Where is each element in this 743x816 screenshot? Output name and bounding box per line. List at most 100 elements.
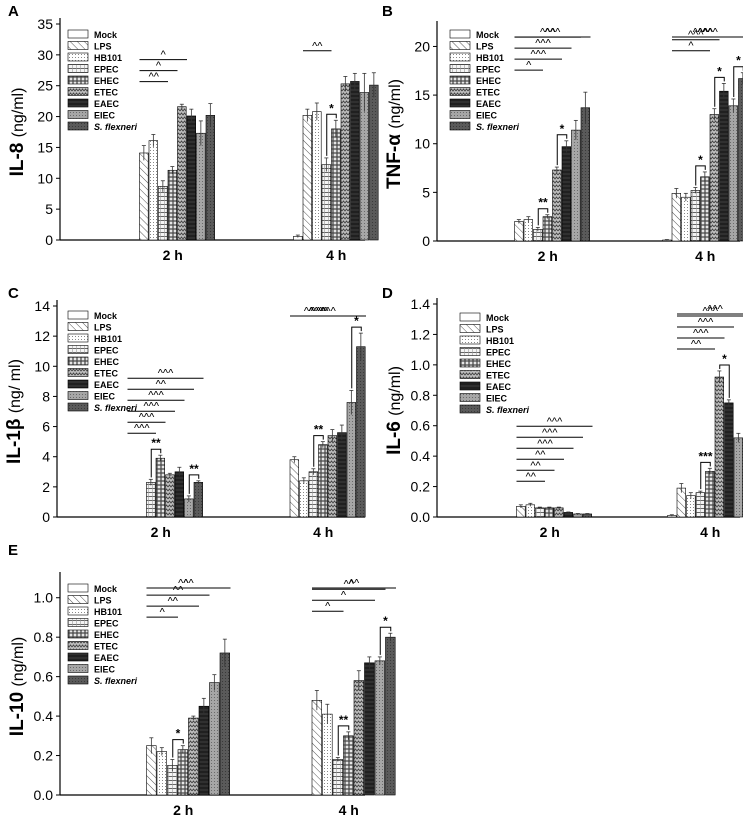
legend-label: HB101 — [94, 53, 122, 63]
legend-swatch — [67, 110, 89, 119]
significance-bracket — [326, 113, 337, 156]
significance-label: ^^ — [526, 471, 537, 483]
significance-bracket — [714, 76, 725, 107]
significance-label: ** — [151, 436, 161, 450]
bar-lps — [671, 193, 681, 242]
significance-bracket — [733, 66, 743, 97]
legend-label: S. flexneri — [94, 403, 138, 413]
legend-label: LPS — [94, 42, 112, 52]
legend-swatch — [67, 595, 89, 604]
significance-label: ^^^ — [547, 416, 563, 428]
x-tick-label: 4 h — [695, 248, 715, 264]
bar-lps — [516, 506, 526, 518]
legend-swatch — [67, 402, 89, 412]
significance-label: ** — [339, 713, 349, 727]
significance-label: ^^^ — [693, 327, 709, 339]
legend-label: Mock — [94, 311, 118, 321]
bar-hb101 — [156, 751, 167, 796]
bar-hb101 — [148, 140, 158, 241]
bar-etec — [709, 114, 719, 242]
legend-swatch — [67, 98, 89, 108]
significance-label: ^^^ — [698, 316, 714, 328]
bar-hb101 — [299, 480, 309, 518]
y-tick-label: 10 — [37, 170, 53, 186]
y-tick-label: 10 — [34, 358, 50, 374]
y-axis-label-unit: (ng/ml) — [10, 637, 27, 687]
y-tick-label: 10 — [414, 136, 430, 152]
x-tick-label: 4 h — [313, 524, 333, 540]
significance-label: * — [722, 352, 727, 366]
bar-etec — [552, 169, 562, 242]
legend-label: S. flexneri — [476, 122, 520, 132]
legend-label: EHEC — [94, 76, 120, 86]
legend-swatch — [67, 675, 89, 685]
legend-swatch — [67, 379, 89, 389]
legend-swatch — [67, 391, 89, 400]
significance-bracket — [695, 165, 706, 186]
legend-swatch — [449, 110, 471, 119]
bar-hb101 — [681, 196, 691, 242]
legend-label: LPS — [94, 323, 112, 333]
legend-swatch — [67, 664, 89, 673]
bar-hb101 — [322, 713, 333, 796]
bar-lps — [302, 115, 312, 241]
legend-label: EAEC — [486, 382, 512, 392]
y-tick-label: 5 — [45, 201, 53, 217]
bar-epec — [158, 186, 168, 241]
legend-label: Mock — [486, 313, 510, 323]
panel-letter: E — [8, 542, 18, 559]
y-tick-label: 30 — [37, 47, 53, 63]
bar-ehec — [343, 735, 354, 796]
legend-swatch — [449, 121, 471, 131]
significance-label: ^^ — [344, 579, 355, 591]
bar-sflexneri — [580, 107, 590, 242]
legend-label: S. flexneri — [94, 122, 138, 132]
bar-lps — [289, 459, 299, 518]
significance-label: ^^^ — [702, 27, 718, 39]
bar-eiec — [196, 132, 206, 241]
legend-swatch — [67, 64, 89, 73]
significance-bracket — [337, 725, 350, 756]
significance-label: ^^ — [349, 578, 360, 590]
bar-ehec — [318, 444, 328, 518]
significance-label: ^^ — [173, 585, 184, 597]
bar-sflexneri — [738, 78, 743, 242]
bar-etec — [714, 376, 724, 518]
y-axis-label-unit: (ng/ml) — [387, 79, 404, 129]
y-tick-label: 5 — [422, 184, 430, 200]
legend-label: HB101 — [476, 53, 504, 63]
legend-label: EAEC — [94, 380, 120, 390]
bar-eaec — [719, 90, 729, 242]
legend-label: EHEC — [476, 76, 502, 86]
legend-label: HB101 — [94, 334, 122, 344]
significance-label: ^ — [688, 40, 694, 52]
legend-label: Mock — [476, 30, 500, 40]
y-tick-label: 0.6 — [34, 669, 54, 685]
bar-sflexneri — [219, 652, 230, 796]
bar-lps — [514, 221, 524, 242]
legend-swatch — [449, 87, 471, 96]
bar-eaec — [724, 402, 734, 518]
legend-swatch — [67, 310, 89, 320]
legend-swatch — [449, 75, 471, 85]
legend-swatch — [67, 618, 89, 627]
legend-label: EIEC — [476, 111, 498, 121]
significance-label: ** — [189, 462, 199, 476]
panel-letter: B — [382, 3, 393, 20]
y-tick-label: 25 — [37, 78, 53, 94]
significance-label: ^^^ — [311, 306, 327, 318]
bar-eaec — [350, 81, 360, 241]
legend-label: S. flexneri — [94, 676, 138, 686]
bar-ehec — [700, 176, 710, 242]
significance-label: ^ — [156, 60, 162, 72]
y-axis-label-unit: (ng/ml) — [10, 88, 27, 138]
bar-sflexneri — [385, 636, 396, 796]
legend-label: S. flexneri — [486, 405, 530, 415]
significance-bracket — [351, 326, 362, 389]
y-tick-label: 0.0 — [411, 509, 431, 525]
significance-label: ^^ — [156, 379, 167, 391]
legend-swatch — [67, 356, 89, 366]
legend-swatch — [459, 324, 481, 333]
bar-eiec — [346, 402, 356, 518]
